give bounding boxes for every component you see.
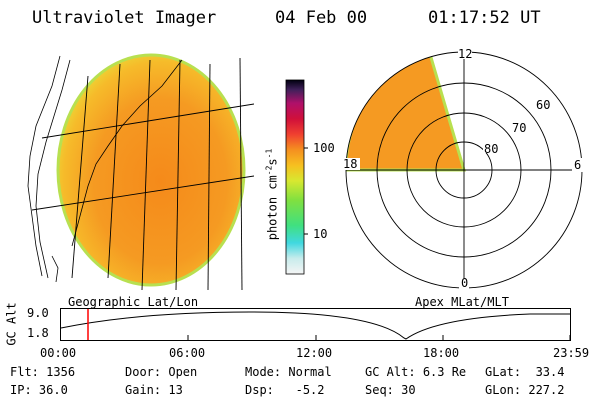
status-mode: Mode: Normal (245, 365, 332, 379)
polar-image-wedge (346, 54, 464, 170)
time-label: 01:17:52 UT (428, 8, 541, 28)
status-ip: IP: 36.0 (10, 383, 68, 397)
xtick-1200: 12:00 (296, 346, 333, 360)
xtick-1800: 18:00 (423, 346, 460, 360)
lat-label-60: 60 (536, 98, 551, 112)
lat-label-70: 70 (512, 121, 527, 135)
geographic-panel-label: Geographic Lat/Lon (68, 295, 199, 309)
xtick-0600: 06:00 (169, 346, 206, 360)
colorbar-unit-label: photon cm-2s-1 (264, 148, 280, 241)
date-label: 04 Feb 00 (275, 8, 368, 28)
earth-disk (56, 53, 246, 287)
altitude-ytick-1-8: 1.8 (27, 326, 49, 340)
status-gain: Gain: 13 (125, 383, 183, 397)
status-glat: GLat: 33.4 (485, 365, 565, 379)
altitude-plot (60, 308, 571, 341)
status-door: Door: Open (125, 365, 198, 379)
status-flt: Flt: 1356 (10, 365, 76, 379)
instrument-title: Ultraviolet Imager (32, 8, 217, 28)
status-dsp: Dsp: -5.2 (245, 383, 325, 397)
geographic-image (27, 53, 254, 290)
mlt-label-0: 0 (461, 276, 469, 290)
colorbar (285, 79, 308, 275)
xtick-2359: 23:59 (553, 346, 590, 360)
mlt-label-6: 6 (574, 158, 582, 172)
altitude-ytick-9: 9.0 (27, 306, 49, 320)
mlt-label-12: 12 (458, 47, 473, 61)
status-seq: Seq: 30 (365, 383, 416, 397)
latlon-grid (31, 57, 254, 290)
colorbar-tick-10: 10 (313, 227, 328, 241)
altitude-curve (60, 311, 570, 340)
xtick-0000: 00:00 (40, 346, 77, 360)
mlt-label-18: 18 (343, 157, 358, 171)
status-glon: GLon: 227.2 (485, 383, 565, 397)
altitude-ylabel: GC Alt (4, 302, 19, 346)
status-gcalt: GC Alt: 6.3 Re (365, 365, 467, 379)
coastline-overlay (27, 55, 183, 283)
colorbar-tick-100: 100 (313, 141, 335, 155)
lat-label-80: 80 (484, 142, 499, 156)
apex-panel-label: Apex MLat/MLT (415, 295, 509, 309)
polar-plot (342, 47, 584, 290)
